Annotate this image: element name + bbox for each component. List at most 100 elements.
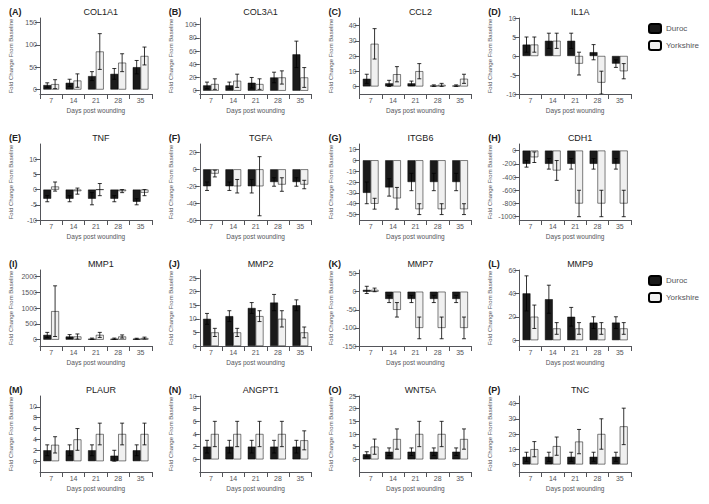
svg-text:5: 5 bbox=[353, 443, 357, 450]
svg-text:7: 7 bbox=[49, 475, 53, 482]
svg-text:Fold Change From Baseline: Fold Change From Baseline bbox=[8, 144, 14, 219]
svg-text:35: 35 bbox=[296, 475, 304, 482]
svg-text:20: 20 bbox=[349, 53, 357, 60]
svg-text:(C): (C) bbox=[329, 7, 342, 17]
svg-text:14: 14 bbox=[229, 223, 237, 230]
svg-text:28: 28 bbox=[114, 475, 122, 482]
svg-text:(M): (M) bbox=[9, 385, 23, 395]
svg-text:28: 28 bbox=[594, 349, 602, 356]
svg-text:35: 35 bbox=[456, 223, 464, 230]
svg-text:35: 35 bbox=[616, 349, 624, 356]
svg-text:CCL2: CCL2 bbox=[409, 7, 432, 17]
svg-text:7: 7 bbox=[369, 223, 373, 230]
svg-text:(J): (J) bbox=[169, 259, 180, 269]
svg-text:40: 40 bbox=[189, 61, 197, 68]
svg-text:0: 0 bbox=[512, 461, 516, 468]
svg-text:28: 28 bbox=[274, 223, 282, 230]
svg-text:ITGB6: ITGB6 bbox=[407, 133, 433, 143]
svg-text:35: 35 bbox=[616, 475, 624, 482]
svg-text:14: 14 bbox=[229, 475, 237, 482]
svg-text:21: 21 bbox=[571, 349, 579, 356]
svg-text:21: 21 bbox=[411, 349, 419, 356]
svg-text:28: 28 bbox=[114, 349, 122, 356]
svg-text:21: 21 bbox=[571, 475, 579, 482]
svg-text:Days post wounding: Days post wounding bbox=[226, 485, 285, 493]
svg-text:-50: -50 bbox=[346, 306, 356, 313]
svg-text:0: 0 bbox=[512, 147, 516, 154]
svg-text:4: 4 bbox=[193, 431, 197, 438]
svg-text:15: 15 bbox=[349, 418, 357, 425]
svg-text:-100: -100 bbox=[342, 324, 356, 331]
svg-text:Fold Change From Baseline: Fold Change From Baseline bbox=[328, 18, 334, 93]
svg-text:7: 7 bbox=[369, 475, 373, 482]
svg-text:35: 35 bbox=[296, 349, 304, 356]
svg-text:Days post wounding: Days post wounding bbox=[546, 233, 605, 241]
svg-text:(K): (K) bbox=[329, 259, 342, 269]
svg-text:7: 7 bbox=[528, 223, 532, 230]
svg-text:50: 50 bbox=[29, 64, 37, 71]
svg-text:20: 20 bbox=[349, 405, 357, 412]
svg-text:0: 0 bbox=[33, 186, 37, 193]
svg-text:Fold Change From Baseline: Fold Change From Baseline bbox=[487, 396, 493, 471]
svg-text:0: 0 bbox=[512, 337, 516, 344]
svg-text:10: 10 bbox=[349, 146, 357, 153]
svg-text:0: 0 bbox=[33, 86, 37, 93]
svg-text:14: 14 bbox=[549, 475, 557, 482]
svg-text:10: 10 bbox=[508, 15, 516, 22]
svg-text:-30: -30 bbox=[346, 189, 356, 196]
svg-text:5: 5 bbox=[193, 329, 197, 336]
svg-text:28: 28 bbox=[274, 97, 282, 104]
svg-text:60: 60 bbox=[508, 267, 516, 274]
svg-text:28: 28 bbox=[274, 349, 282, 356]
svg-text:0: 0 bbox=[193, 343, 197, 350]
svg-text:-800: -800 bbox=[502, 200, 516, 207]
svg-text:-50: -50 bbox=[346, 211, 356, 218]
svg-text:WNT5A: WNT5A bbox=[405, 385, 437, 395]
svg-text:35: 35 bbox=[137, 475, 145, 482]
svg-text:35: 35 bbox=[456, 97, 464, 104]
svg-text:10: 10 bbox=[29, 156, 37, 163]
svg-text:21: 21 bbox=[92, 349, 100, 356]
svg-text:10: 10 bbox=[349, 68, 357, 75]
svg-text:Days post wounding: Days post wounding bbox=[386, 107, 445, 115]
svg-text:Fold Change From Baseline: Fold Change From Baseline bbox=[8, 396, 14, 471]
svg-text:28: 28 bbox=[434, 475, 442, 482]
svg-text:21: 21 bbox=[252, 97, 260, 104]
svg-text:Days post wounding: Days post wounding bbox=[546, 107, 605, 115]
svg-text:100: 100 bbox=[185, 21, 197, 28]
svg-text:Days post wounding: Days post wounding bbox=[386, 359, 445, 367]
svg-text:10: 10 bbox=[189, 393, 197, 400]
svg-text:14: 14 bbox=[389, 97, 397, 104]
svg-text:14: 14 bbox=[389, 349, 397, 356]
svg-text:MMP1: MMP1 bbox=[88, 259, 114, 269]
svg-text:Fold Change From Baseline: Fold Change From Baseline bbox=[328, 396, 334, 471]
svg-text:14: 14 bbox=[389, 475, 397, 482]
svg-text:7: 7 bbox=[528, 97, 532, 104]
svg-text:1000: 1000 bbox=[21, 305, 37, 312]
svg-text:40: 40 bbox=[508, 290, 516, 297]
svg-text:14: 14 bbox=[549, 223, 557, 230]
svg-text:(E): (E) bbox=[9, 133, 21, 143]
svg-text:-10: -10 bbox=[346, 168, 356, 175]
svg-text:10: 10 bbox=[508, 446, 516, 453]
svg-text:14: 14 bbox=[70, 223, 78, 230]
svg-text:-200: -200 bbox=[502, 160, 516, 167]
svg-text:0: 0 bbox=[193, 87, 197, 94]
svg-text:10: 10 bbox=[29, 403, 37, 410]
svg-text:Days post wounding: Days post wounding bbox=[226, 233, 285, 241]
svg-text:14: 14 bbox=[229, 97, 237, 104]
svg-text:IL1A: IL1A bbox=[571, 7, 590, 17]
svg-text:-10: -10 bbox=[27, 217, 37, 224]
svg-text:Fold Change From Baseline: Fold Change From Baseline bbox=[487, 270, 493, 345]
svg-text:-600: -600 bbox=[502, 187, 516, 194]
svg-text:8: 8 bbox=[193, 405, 197, 412]
svg-text:(N): (N) bbox=[169, 385, 182, 395]
svg-text:TNF: TNF bbox=[92, 133, 110, 143]
svg-text:28: 28 bbox=[434, 349, 442, 356]
svg-text:7: 7 bbox=[209, 97, 213, 104]
svg-text:COL1A1: COL1A1 bbox=[84, 7, 119, 17]
svg-text:MMP7: MMP7 bbox=[407, 259, 433, 269]
svg-text:14: 14 bbox=[549, 97, 557, 104]
svg-text:80: 80 bbox=[189, 34, 197, 41]
svg-text:40: 40 bbox=[349, 22, 357, 29]
